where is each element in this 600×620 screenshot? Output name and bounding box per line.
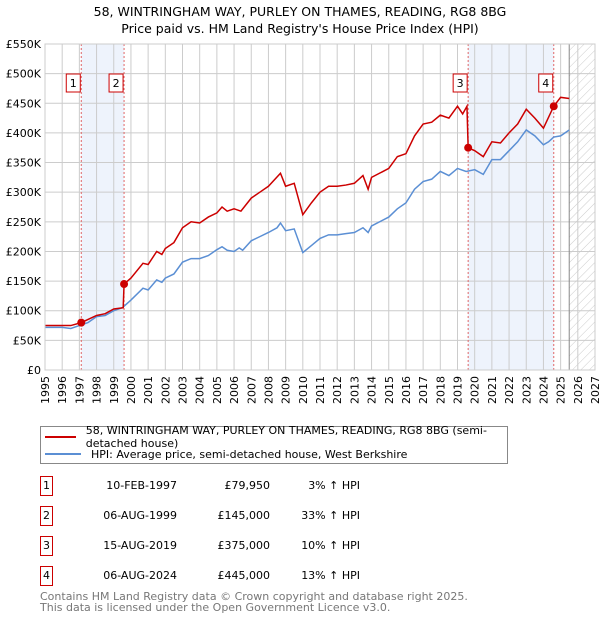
x-tick-label: 2017 xyxy=(417,376,430,404)
sale-label: 3 xyxy=(457,77,464,90)
x-tick-label: 2001 xyxy=(142,376,155,404)
sale-label: 2 xyxy=(113,77,120,90)
legend-label: HPI: Average price, semi-detached house,… xyxy=(91,447,408,461)
x-tick-label: 2010 xyxy=(297,376,310,404)
y-tick-label: £100K xyxy=(6,305,42,318)
x-tick-label: 2005 xyxy=(211,376,224,404)
sale-row: 2 06-AUG-1999 £145,000 33% ↑ HPI xyxy=(40,506,440,526)
x-tick-label: 2018 xyxy=(434,376,447,404)
y-tick-label: £200K xyxy=(6,245,42,258)
legend-label: 58, WINTRINGHAM WAY, PURLEY ON THAMES, R… xyxy=(85,424,487,450)
chart-subtitle: Price paid vs. HM Land Registry's House … xyxy=(121,21,479,36)
x-tick-label: 2026 xyxy=(572,376,585,404)
sale-label-box xyxy=(65,73,81,93)
sale-point xyxy=(549,102,558,111)
sale-row: 1 10-FEB-1997 £79,950 3% ↑ HPI xyxy=(40,476,440,496)
x-tick-label: 2009 xyxy=(280,376,293,404)
y-tick-label: £300K xyxy=(6,186,42,199)
x-tick-label: 2024 xyxy=(537,376,550,404)
price-chart: 1995 1996 1997 1998 1999 2000 2001 2002 2003 2004… xyxy=(6,38,600,404)
legend-swatch-blue xyxy=(45,453,81,455)
sale-hpi-diff: 33% ↑ HPI xyxy=(301,509,360,522)
x-tick-label: 2011 xyxy=(314,376,327,404)
y-tick-label: £250K xyxy=(6,216,42,229)
hpi-line xyxy=(45,128,570,330)
footer-licence: This data is licensed under the Open Gov… xyxy=(40,601,391,614)
sale-date: 15-AUG-2019 xyxy=(103,539,177,552)
sale-price: £375,000 xyxy=(217,539,271,552)
x-tick-label: 2019 xyxy=(452,376,465,404)
forecast-hatch xyxy=(569,44,595,370)
sale-date: 06-AUG-2024 xyxy=(103,569,177,582)
x-tick-label: 2020 xyxy=(469,376,482,404)
legend-item-hpi: HPI: Average price, semi-detached house,… xyxy=(45,447,407,461)
x-tick-label: 2004 xyxy=(194,376,207,404)
x-tick-label: 2027 xyxy=(589,376,600,404)
sale-label: 1 xyxy=(70,77,77,90)
x-tick-label: 2013 xyxy=(348,376,361,404)
y-tick-label: £500K xyxy=(6,68,42,81)
y-tick-label: £50K xyxy=(13,334,42,347)
sale-number-badge: 3 xyxy=(40,536,53,556)
x-tick-label: 2006 xyxy=(228,376,241,404)
x-tick-label: 2015 xyxy=(383,376,396,404)
sale-price: £79,950 xyxy=(224,479,271,492)
x-tick-label: 2000 xyxy=(125,376,138,404)
sale-label-box xyxy=(452,73,468,93)
sale-point xyxy=(77,318,86,327)
sale-hpi-diff: 13% ↑ HPI xyxy=(301,569,360,582)
sale-price: £445,000 xyxy=(217,569,271,582)
chart-title: 58, WINTRINGHAM WAY, PURLEY ON THAMES, R… xyxy=(93,4,507,19)
legend-item-property: 58, WINTRINGHAM WAY, PURLEY ON THAMES, R… xyxy=(45,424,507,450)
x-tick-label: 2003 xyxy=(177,376,190,404)
x-tick-label: 2016 xyxy=(400,376,413,404)
shaded-range xyxy=(468,44,554,370)
x-tick-label: 2014 xyxy=(366,376,379,404)
y-tick-label: £400K xyxy=(6,127,42,140)
x-tick-label: 2012 xyxy=(331,376,344,404)
sale-date: 06-AUG-1999 xyxy=(103,509,177,522)
sale-point xyxy=(464,143,473,152)
sale-date: 10-FEB-1997 xyxy=(106,479,177,492)
x-tick-label: 1997 xyxy=(73,376,86,404)
y-tick-label: £350K xyxy=(6,157,42,170)
sale-hpi-diff: 10% ↑ HPI xyxy=(301,539,360,552)
property-price-line xyxy=(45,96,570,327)
legend-swatch-red xyxy=(45,436,76,438)
x-tick-label: 2002 xyxy=(159,376,172,404)
x-tick-label: 2025 xyxy=(555,376,568,404)
x-tick-label: 2023 xyxy=(520,376,533,404)
sale-number-badge: 2 xyxy=(40,506,53,526)
sale-number-badge: 4 xyxy=(40,566,53,586)
x-tick-label: 1996 xyxy=(56,376,69,404)
sale-row: 3 15-AUG-2019 £375,000 10% ↑ HPI xyxy=(40,536,440,556)
y-tick-label: £0 xyxy=(27,364,41,377)
x-tick-label: 1999 xyxy=(108,376,121,404)
sale-label-box xyxy=(538,73,554,93)
x-tick-label: 2021 xyxy=(486,376,499,404)
sale-price: £145,000 xyxy=(217,509,271,522)
sale-point xyxy=(120,280,129,289)
x-tick-label: 2007 xyxy=(245,376,258,404)
y-tick-label: £450K xyxy=(6,97,42,110)
sale-label-box xyxy=(108,73,124,93)
legend: 58, WINTRINGHAM WAY, PURLEY ON THAMES, R… xyxy=(40,424,508,464)
sale-label: 4 xyxy=(542,77,549,90)
plot-border xyxy=(44,43,596,371)
y-tick-label: £550K xyxy=(6,38,42,51)
shaded-range xyxy=(81,44,125,370)
sale-hpi-diff: 3% ↑ HPI xyxy=(308,479,360,492)
x-tick-label: 1998 xyxy=(91,376,104,404)
y-tick-label: £150K xyxy=(6,275,42,288)
footer-copyright: Contains HM Land Registry data © Crown c… xyxy=(40,590,468,603)
x-tick-label: 2022 xyxy=(503,376,516,404)
sale-row: 4 06-AUG-2024 £445,000 13% ↑ HPI xyxy=(40,566,440,586)
sale-number-badge: 1 xyxy=(40,476,53,496)
x-tick-label: 1995 xyxy=(39,376,52,404)
x-tick-label: 2008 xyxy=(262,376,275,404)
